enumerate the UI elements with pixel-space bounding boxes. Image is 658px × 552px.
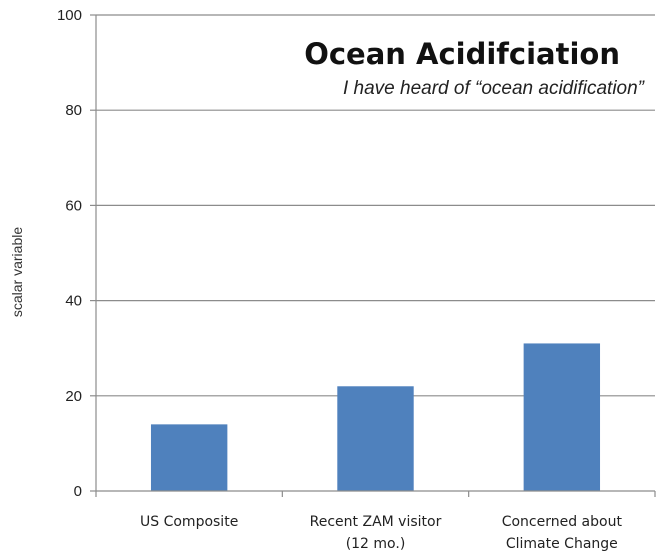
x-category-label: Concerned about Climate Change bbox=[502, 514, 623, 552]
axes bbox=[95, 15, 656, 497]
x-category-label: US Composite bbox=[140, 514, 238, 530]
x-category-label-line: Climate Change bbox=[506, 536, 618, 552]
x-category-label: Recent ZAM visitor (12 mo.) bbox=[310, 514, 442, 552]
bar bbox=[337, 386, 414, 491]
bars bbox=[150, 343, 601, 491]
y-tick-label: 20 bbox=[65, 388, 82, 405]
chart-title: Ocean Acidifciation bbox=[304, 37, 620, 71]
y-axis-label: scalar variable bbox=[9, 227, 25, 317]
x-category-label-line: US Composite bbox=[140, 514, 238, 530]
y-tick-label: 60 bbox=[65, 197, 82, 214]
gridlines bbox=[96, 14, 655, 397]
bar bbox=[150, 424, 228, 491]
bar bbox=[523, 343, 601, 491]
x-category-label-line: (12 mo.) bbox=[346, 536, 406, 552]
y-axis-ticks: 0 20 40 60 80 100 bbox=[57, 7, 96, 500]
x-category-label-line: Recent ZAM visitor bbox=[310, 514, 442, 530]
y-tick-label: 80 bbox=[65, 102, 82, 119]
y-tick-label: 0 bbox=[74, 483, 82, 500]
x-category-label-line: Concerned about bbox=[502, 514, 623, 530]
y-tick-label: 100 bbox=[57, 7, 82, 24]
y-tick-label: 40 bbox=[65, 293, 82, 310]
chart-subtitle: I have heard of “ocean acidification” bbox=[343, 78, 646, 99]
x-axis-categories: US Composite Recent ZAM visitor (12 mo.) Co… bbox=[140, 514, 622, 552]
